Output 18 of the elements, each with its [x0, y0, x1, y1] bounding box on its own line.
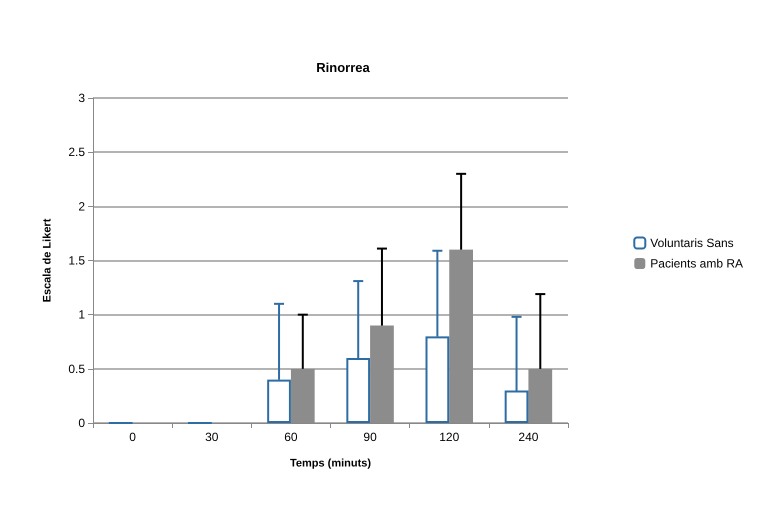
- x-axis-title: Temps (minuts): [290, 458, 372, 470]
- x-tick-label: 240: [518, 430, 539, 444]
- y-tick-label: 1: [78, 308, 86, 322]
- y-tick-label: 2.5: [68, 145, 86, 160]
- x-tick-label: 0: [129, 430, 136, 444]
- y-tick-label: 0.5: [68, 362, 86, 376]
- x-tick-label: 60: [284, 430, 298, 444]
- y-tick-label: 2: [78, 199, 86, 214]
- y-tick-label: 3: [78, 91, 86, 105]
- x-tick-label: 120: [439, 430, 460, 444]
- x-tick-label: 30: [205, 430, 219, 444]
- chart-title: Rinorrea: [316, 60, 370, 75]
- legend-label: Pacients amb RA: [650, 256, 744, 270]
- y-tick-label: 1.5: [68, 254, 86, 268]
- y-axis-title: Escala de Likert: [42, 218, 54, 302]
- y-tick-label: 0: [78, 416, 86, 430]
- legend-label: Voluntaris Sans: [650, 236, 734, 250]
- x-tick-label: 90: [363, 430, 378, 444]
